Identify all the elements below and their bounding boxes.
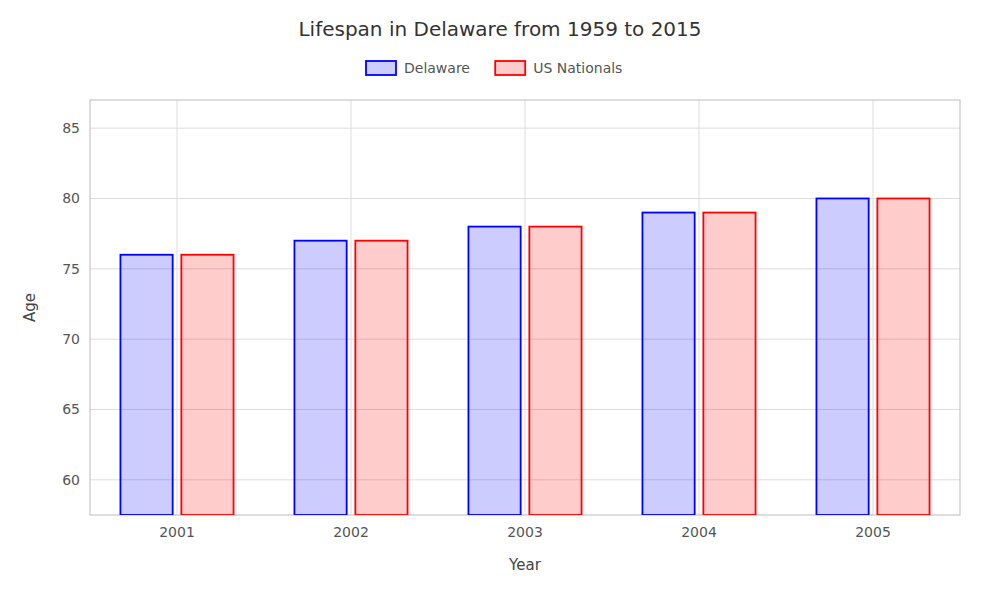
bar [642, 213, 694, 515]
bar [120, 255, 172, 515]
bars [120, 198, 929, 515]
y-tick-label: 75 [62, 261, 80, 277]
bar [703, 213, 755, 515]
x-grid-line [699, 100, 700, 515]
y-tick-label: 65 [62, 401, 80, 417]
chart-svg: Lifespan in Delaware from 1959 to 2015 60… [0, 0, 1000, 600]
x-tick-label: 2001 [159, 524, 195, 540]
y-tick-label: 60 [62, 472, 80, 488]
x-tick-label: 2003 [507, 524, 543, 540]
chart-title: Lifespan in Delaware from 1959 to 2015 [298, 17, 701, 41]
legend-swatch [495, 61, 525, 75]
bar [355, 241, 407, 515]
bar [816, 198, 868, 515]
x-grid-line [177, 100, 178, 515]
legend-label: US Nationals [533, 60, 622, 76]
background [0, 0, 1000, 600]
bar [877, 198, 929, 515]
bar [468, 227, 520, 515]
x-grid-line [351, 100, 352, 515]
x-tick-label: 2005 [855, 524, 891, 540]
x-grid-line [873, 100, 874, 515]
y-tick-label: 85 [62, 120, 80, 136]
grid [90, 100, 960, 515]
x-axis-label: Year [508, 556, 542, 574]
bar [294, 241, 346, 515]
y-tick-label: 70 [62, 331, 80, 347]
x-grid-line [525, 100, 526, 515]
x-tick-label: 2004 [681, 524, 717, 540]
legend-swatch [366, 61, 396, 75]
y-axis: 60 65 70 75 80 85 [62, 120, 80, 488]
bar [181, 255, 233, 515]
x-tick-label: 2002 [333, 524, 369, 540]
plot-frame [90, 100, 960, 515]
x-axis: 2001 2002 2003 2004 2005 [159, 524, 891, 540]
bar [529, 227, 581, 515]
y-axis-label: Age [21, 293, 39, 322]
y-tick-label: 80 [62, 190, 80, 206]
chart-container: Lifespan in Delaware from 1959 to 2015 60… [0, 0, 1000, 600]
legend: Delaware US Nationals [366, 60, 622, 76]
legend-label: Delaware [404, 60, 470, 76]
